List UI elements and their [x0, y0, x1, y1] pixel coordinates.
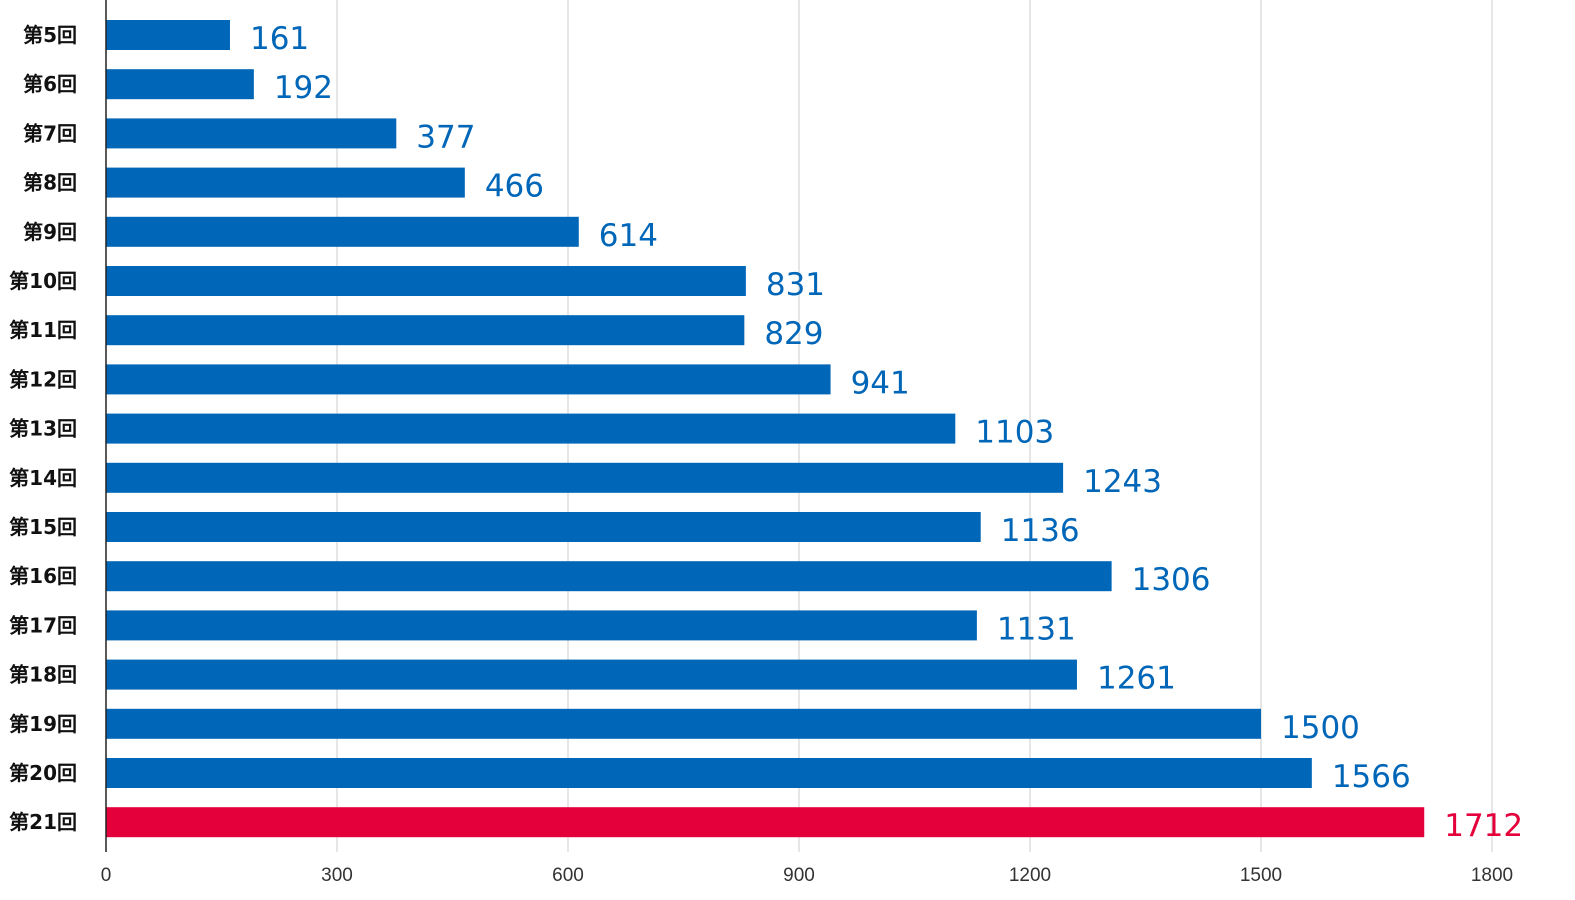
- bar: [106, 364, 831, 395]
- bar: [106, 659, 1077, 690]
- bar: [106, 20, 230, 50]
- bar: [106, 807, 1425, 838]
- value-label: 1500: [1281, 710, 1360, 746]
- category-label: 第11回: [9, 318, 77, 342]
- category-label: 第9回: [23, 220, 77, 244]
- category-labels: 第5回第6回第7回第8回第9回第10回第11回第12回第13回第14回第15回第…: [9, 23, 77, 834]
- x-tick-label: 0: [101, 865, 112, 886]
- value-label: 192: [274, 70, 333, 106]
- bar: [106, 561, 1112, 592]
- category-label: 第13回: [9, 417, 77, 441]
- value-label: 1131: [997, 611, 1076, 647]
- bar: [106, 118, 397, 149]
- value-label: 941: [851, 365, 910, 401]
- category-label: 第18回: [9, 663, 77, 687]
- value-label: 614: [599, 218, 658, 254]
- bar: [106, 610, 977, 641]
- category-label: 第5回: [23, 23, 77, 47]
- category-label: 第16回: [9, 564, 77, 588]
- bar: [106, 462, 1064, 493]
- value-label: 1712: [1444, 808, 1523, 844]
- bar: [106, 69, 254, 100]
- value-label: 1306: [1132, 562, 1211, 598]
- bars: [106, 20, 1425, 838]
- category-label: 第17回: [9, 613, 77, 637]
- category-label: 第15回: [9, 515, 77, 539]
- x-tick-label: 1800: [1471, 865, 1513, 886]
- bar: [106, 315, 745, 346]
- category-label: 第20回: [9, 761, 77, 785]
- value-label: 1103: [975, 415, 1054, 451]
- x-tick-label: 1200: [1009, 865, 1051, 886]
- bar: [106, 708, 1261, 739]
- x-axis-ticks: 0 300 600 900 1200 1500 1800: [101, 865, 1513, 886]
- bar: [106, 413, 956, 444]
- value-label: 831: [766, 267, 825, 303]
- value-label: 161: [250, 21, 309, 57]
- value-label: 1261: [1097, 661, 1176, 697]
- value-label: 1136: [1001, 513, 1080, 549]
- bar: [106, 512, 981, 542]
- x-tick-label: 1500: [1240, 865, 1282, 886]
- bar: [106, 167, 465, 198]
- category-label: 第12回: [9, 367, 77, 391]
- value-label: 466: [485, 169, 544, 205]
- category-label: 第8回: [23, 171, 77, 195]
- x-tick-label: 900: [783, 865, 815, 886]
- value-label: 377: [416, 119, 475, 155]
- value-label: 829: [764, 316, 823, 352]
- bar: [106, 216, 579, 247]
- value-label: 1566: [1332, 759, 1411, 795]
- x-tick-label: 300: [321, 865, 353, 886]
- x-tick-label: 600: [552, 865, 584, 886]
- category-label: 第10回: [9, 269, 77, 293]
- category-label: 第6回: [23, 72, 77, 96]
- value-label: 1243: [1083, 464, 1162, 500]
- category-label: 第14回: [9, 466, 77, 490]
- bar: [106, 758, 1312, 788]
- category-label: 第21回: [9, 810, 77, 834]
- category-label: 第19回: [9, 712, 77, 736]
- bar: [106, 266, 746, 296]
- category-label: 第7回: [23, 121, 77, 145]
